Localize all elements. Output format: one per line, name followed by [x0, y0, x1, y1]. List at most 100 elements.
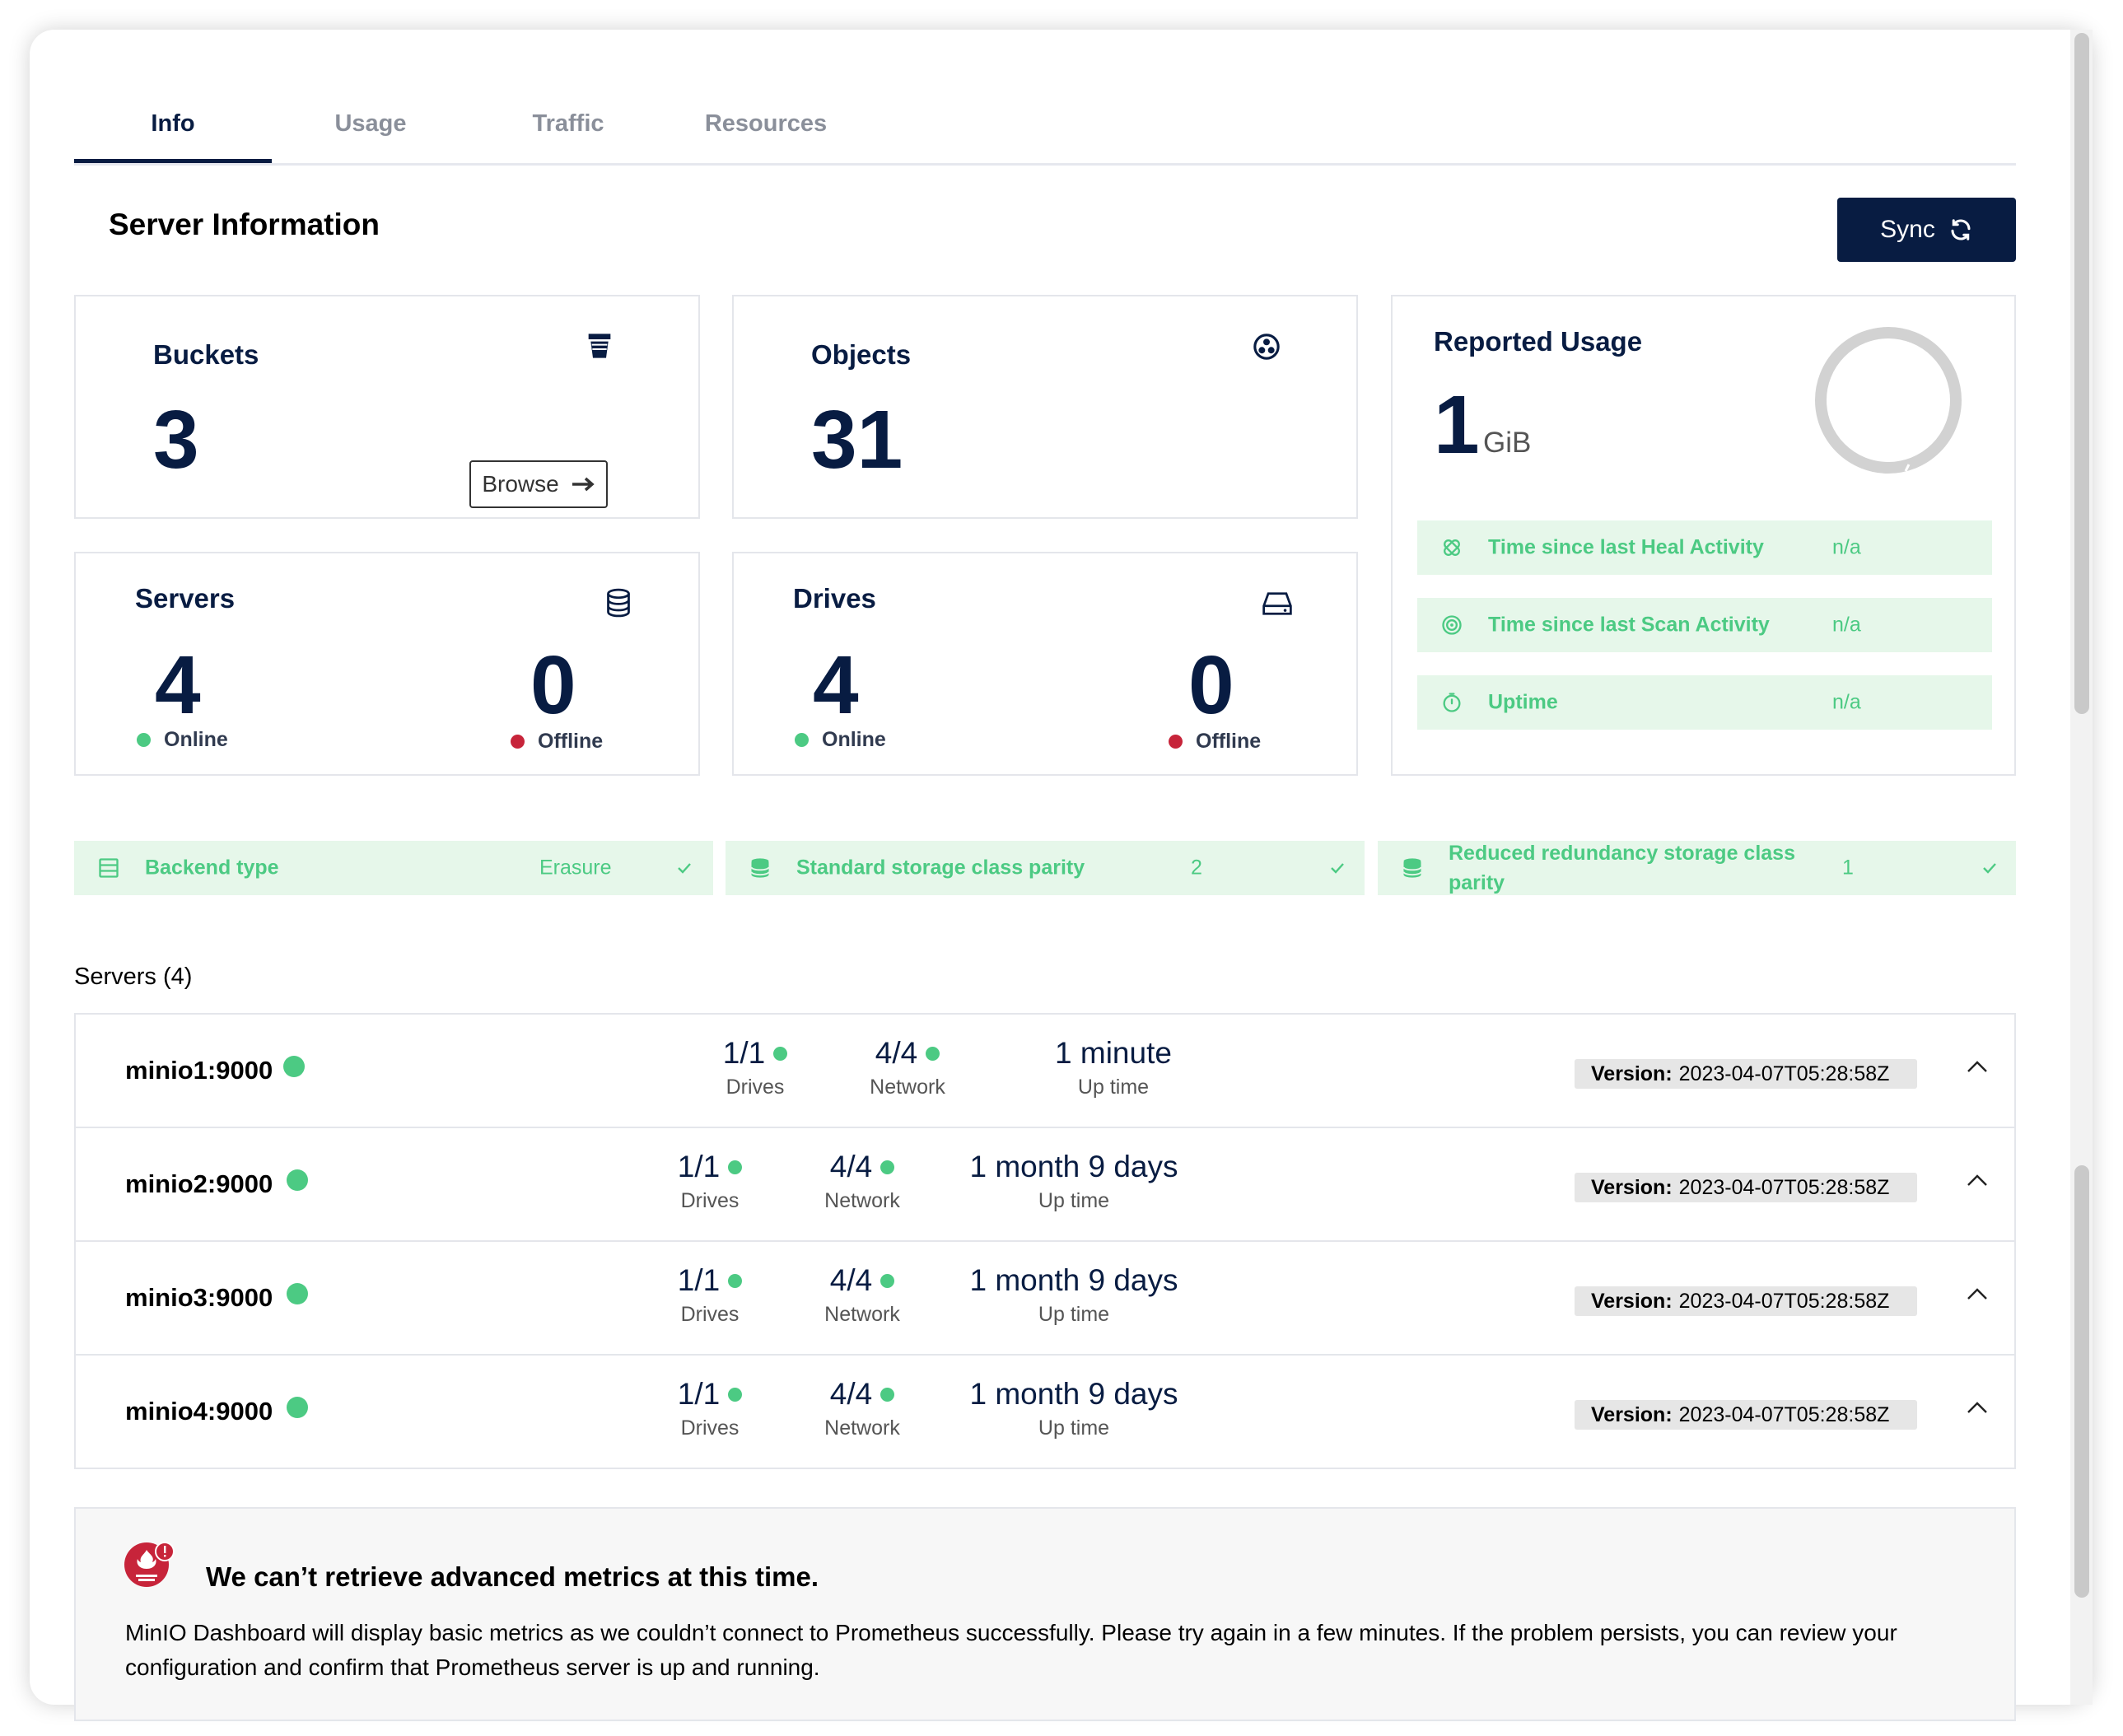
network-label: Network [824, 1189, 900, 1212]
scrollbar-thumb[interactable] [2074, 33, 2089, 714]
uptime-label: Uptime [1488, 690, 1558, 714]
objects-icon [1253, 334, 1280, 360]
uptime-value: 1 month 9 days [969, 1377, 1178, 1411]
server-network-metric: 4/4 Network [788, 1150, 936, 1213]
online-dot [137, 733, 151, 747]
browse-button[interactable]: Browse [469, 460, 608, 508]
drive-icon [1262, 592, 1292, 615]
version-value: 2023-04-07T05:28:58Z [1678, 1062, 1890, 1085]
servers-offline-count: 0 [530, 639, 576, 731]
tab-resources[interactable]: Resources [704, 110, 828, 137]
heal-icon [1444, 539, 1460, 556]
tab-usage[interactable]: Usage [334, 110, 407, 137]
drives-title: Drives [793, 583, 876, 614]
uptime-value: 1 month 9 days [969, 1150, 1178, 1183]
network-status-dot [880, 1387, 895, 1402]
server-name: minio2:9000 [125, 1169, 273, 1198]
browse-label: Browse [482, 471, 559, 497]
server-row[interactable]: minio3:9000 1/1 Drives 4/4 Network 1 mon… [76, 1242, 2014, 1356]
heal-activity-value: n/a [1832, 535, 1861, 559]
server-drives-metric: 1/1 Drives [689, 1036, 821, 1099]
servers-list-caption: Servers (4) [74, 964, 193, 990]
tab-info[interactable]: Info [151, 110, 195, 137]
backend-type-value: Erasure [539, 856, 612, 880]
network-value: 4/4 [875, 1036, 918, 1070]
server-name: minio4:9000 [125, 1397, 273, 1426]
drives-label: Drives [680, 1416, 740, 1440]
buckets-count: 3 [153, 394, 199, 486]
drives-online-label: Online [822, 728, 886, 751]
drives-online-status: Online [795, 728, 886, 752]
server-name: minio1:9000 [125, 1056, 273, 1085]
server-row[interactable]: minio2:9000 1/1 Drives 4/4 Network 1 mon… [76, 1128, 2014, 1242]
timer-icon [1443, 693, 1461, 712]
uptime-label: Up time [1077, 1076, 1150, 1099]
version-label: Version: [1591, 1402, 1673, 1426]
online-dot [795, 733, 809, 747]
refresh-icon [1951, 219, 1971, 240]
version-label: Version: [1591, 1062, 1673, 1085]
servers-title: Servers [135, 583, 236, 614]
prometheus-warning-icon [124, 1542, 175, 1587]
network-label: Network [824, 1416, 900, 1440]
backend-type-row: Backend type Erasure [74, 841, 713, 895]
drives-offline-count: 0 [1188, 639, 1234, 731]
reported-usage-title: Reported Usage [1434, 326, 1643, 357]
chevron-up-icon[interactable] [1967, 1173, 1988, 1188]
drives-status-dot [728, 1387, 743, 1402]
network-label: Network [824, 1303, 900, 1326]
page-title: Server Information [109, 208, 380, 241]
network-status-dot [926, 1046, 940, 1061]
sync-button[interactable]: Sync [1837, 198, 2016, 262]
servers-offline-status: Offline [511, 730, 603, 754]
version-badge: Version: 2023-04-07T05:28:58Z [1575, 1286, 1917, 1316]
check-icon [678, 863, 691, 874]
servers-online-status: Online [137, 728, 228, 752]
drives-status-dot [728, 1273, 743, 1288]
reduced-parity-value: 1 [1842, 856, 1854, 880]
server-drives-metric: 1/1 Drives [644, 1263, 776, 1327]
uptime-label: Up time [1038, 1189, 1110, 1212]
drives-value: 1/1 [722, 1036, 766, 1070]
offline-dot [1169, 735, 1183, 749]
chevron-up-icon[interactable] [1967, 1059, 1988, 1074]
tab-traffic[interactable]: Traffic [532, 110, 604, 137]
server-name: minio3:9000 [125, 1283, 273, 1312]
reduced-parity-row: Reduced redundancy storage class parity … [1378, 841, 2016, 895]
network-value: 4/4 [829, 1263, 873, 1297]
drives-value: 1/1 [677, 1377, 721, 1411]
database-icon [607, 588, 630, 618]
version-badge: Version: 2023-04-07T05:28:58Z [1575, 1400, 1917, 1430]
buckets-card: Buckets 3 Browse [74, 295, 700, 519]
usage-ring-chart [1815, 327, 1962, 474]
server-status-dot [287, 1397, 308, 1418]
objects-card: Objects 31 [732, 295, 1358, 519]
drives-label: Drives [726, 1076, 785, 1099]
version-label: Version: [1591, 1175, 1673, 1199]
server-row[interactable]: minio1:9000 1/1 Drives 4/4 Network 1 min… [76, 1015, 2014, 1128]
chevron-up-icon[interactable] [1967, 1286, 1988, 1301]
chevron-up-icon[interactable] [1967, 1400, 1988, 1415]
metrics-alert: We can’t retrieve advanced metrics at th… [74, 1507, 2016, 1721]
network-label: Network [870, 1076, 945, 1099]
server-network-metric: 4/4 Network [788, 1377, 936, 1440]
drives-online-count: 4 [813, 639, 859, 731]
scrollbar-thumb-secondary[interactable] [2074, 1165, 2089, 1598]
uptime-row: Uptime n/a [1417, 675, 1992, 730]
alert-text: MinIO Dashboard will display basic metri… [125, 1620, 1897, 1680]
drives-offline-status: Offline [1169, 730, 1261, 754]
network-status-dot [880, 1273, 895, 1288]
uptime-label: Up time [1038, 1303, 1110, 1326]
server-uptime-metric: 1 month 9 days Up time [950, 1377, 1197, 1440]
heal-activity-label: Time since last Heal Activity [1488, 535, 1764, 559]
server-row[interactable]: minio4:9000 1/1 Drives 4/4 Network 1 mon… [76, 1356, 2014, 1468]
server-network-metric: 4/4 Network [788, 1263, 936, 1327]
version-value: 2023-04-07T05:28:58Z [1678, 1289, 1890, 1313]
servers-card: Servers 4 Online 0 Offline [74, 552, 700, 776]
buckets-title: Buckets [153, 339, 259, 370]
drives-label: Drives [680, 1189, 740, 1212]
check-icon [1331, 863, 1344, 874]
offline-dot [511, 735, 525, 749]
servers-offline-label: Offline [538, 730, 604, 753]
network-value: 4/4 [829, 1377, 873, 1411]
